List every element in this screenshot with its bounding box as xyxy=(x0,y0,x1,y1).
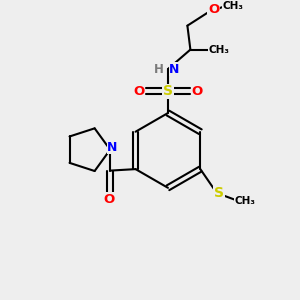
Text: S: S xyxy=(163,85,173,98)
Text: H: H xyxy=(153,63,163,76)
Text: N: N xyxy=(108,141,118,154)
Text: N: N xyxy=(107,141,118,154)
Text: O: O xyxy=(191,85,203,98)
Text: CH₃: CH₃ xyxy=(209,45,230,55)
Text: O: O xyxy=(133,85,145,98)
Text: O: O xyxy=(103,193,114,206)
Text: O: O xyxy=(208,3,219,16)
Text: S: S xyxy=(214,186,224,200)
Text: CH₃: CH₃ xyxy=(235,196,256,206)
Text: N: N xyxy=(169,63,180,76)
Text: CH₃: CH₃ xyxy=(222,1,243,11)
